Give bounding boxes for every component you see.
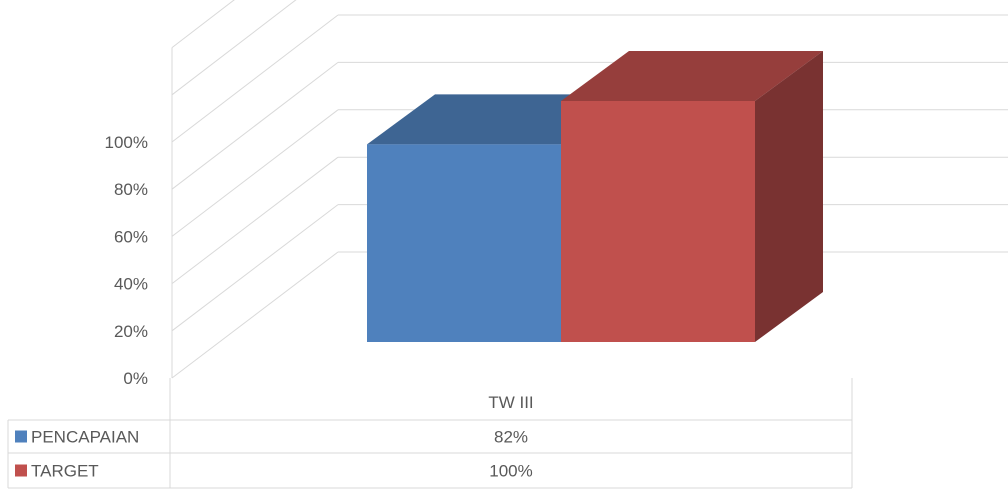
- legend-swatch: [15, 464, 27, 477]
- table-value: 100%: [489, 462, 532, 481]
- gridline-side: [171, 0, 235, 48]
- y-tick-label: 20%: [114, 322, 148, 341]
- bar-side-face: [755, 51, 823, 342]
- legend-label: TARGET: [31, 462, 99, 481]
- bar-target: [561, 51, 823, 342]
- data-table: TW III PENCAPAIAN 82% TARGET 100%: [7, 378, 853, 489]
- legend-swatch: [15, 430, 27, 443]
- y-tick-label: 0%: [123, 369, 148, 388]
- bar-front-face: [561, 101, 755, 342]
- bar-top-face: [561, 51, 823, 101]
- gridline-side: [171, 156, 339, 284]
- bar-front-face: [367, 144, 561, 342]
- y-tick-label: 100%: [105, 133, 148, 152]
- legend-label: PENCAPAIAN: [31, 428, 139, 447]
- y-tick-label: 40%: [114, 275, 148, 294]
- y-axis-ticks: 0% 20% 40% 60% 80% 100%: [105, 133, 148, 388]
- gridline-side: [171, 251, 339, 379]
- y-tick-label: 80%: [114, 180, 148, 199]
- table-value: 82%: [494, 428, 528, 447]
- gridline-side: [171, 0, 297, 96]
- gridline-side: [171, 62, 339, 190]
- category-label: TW III: [488, 393, 533, 412]
- y-tick-label: 60%: [114, 227, 148, 246]
- gridline-side: [171, 14, 339, 143]
- gridline-side: [171, 109, 339, 237]
- gridline-side: [171, 204, 339, 332]
- bars: [367, 51, 823, 342]
